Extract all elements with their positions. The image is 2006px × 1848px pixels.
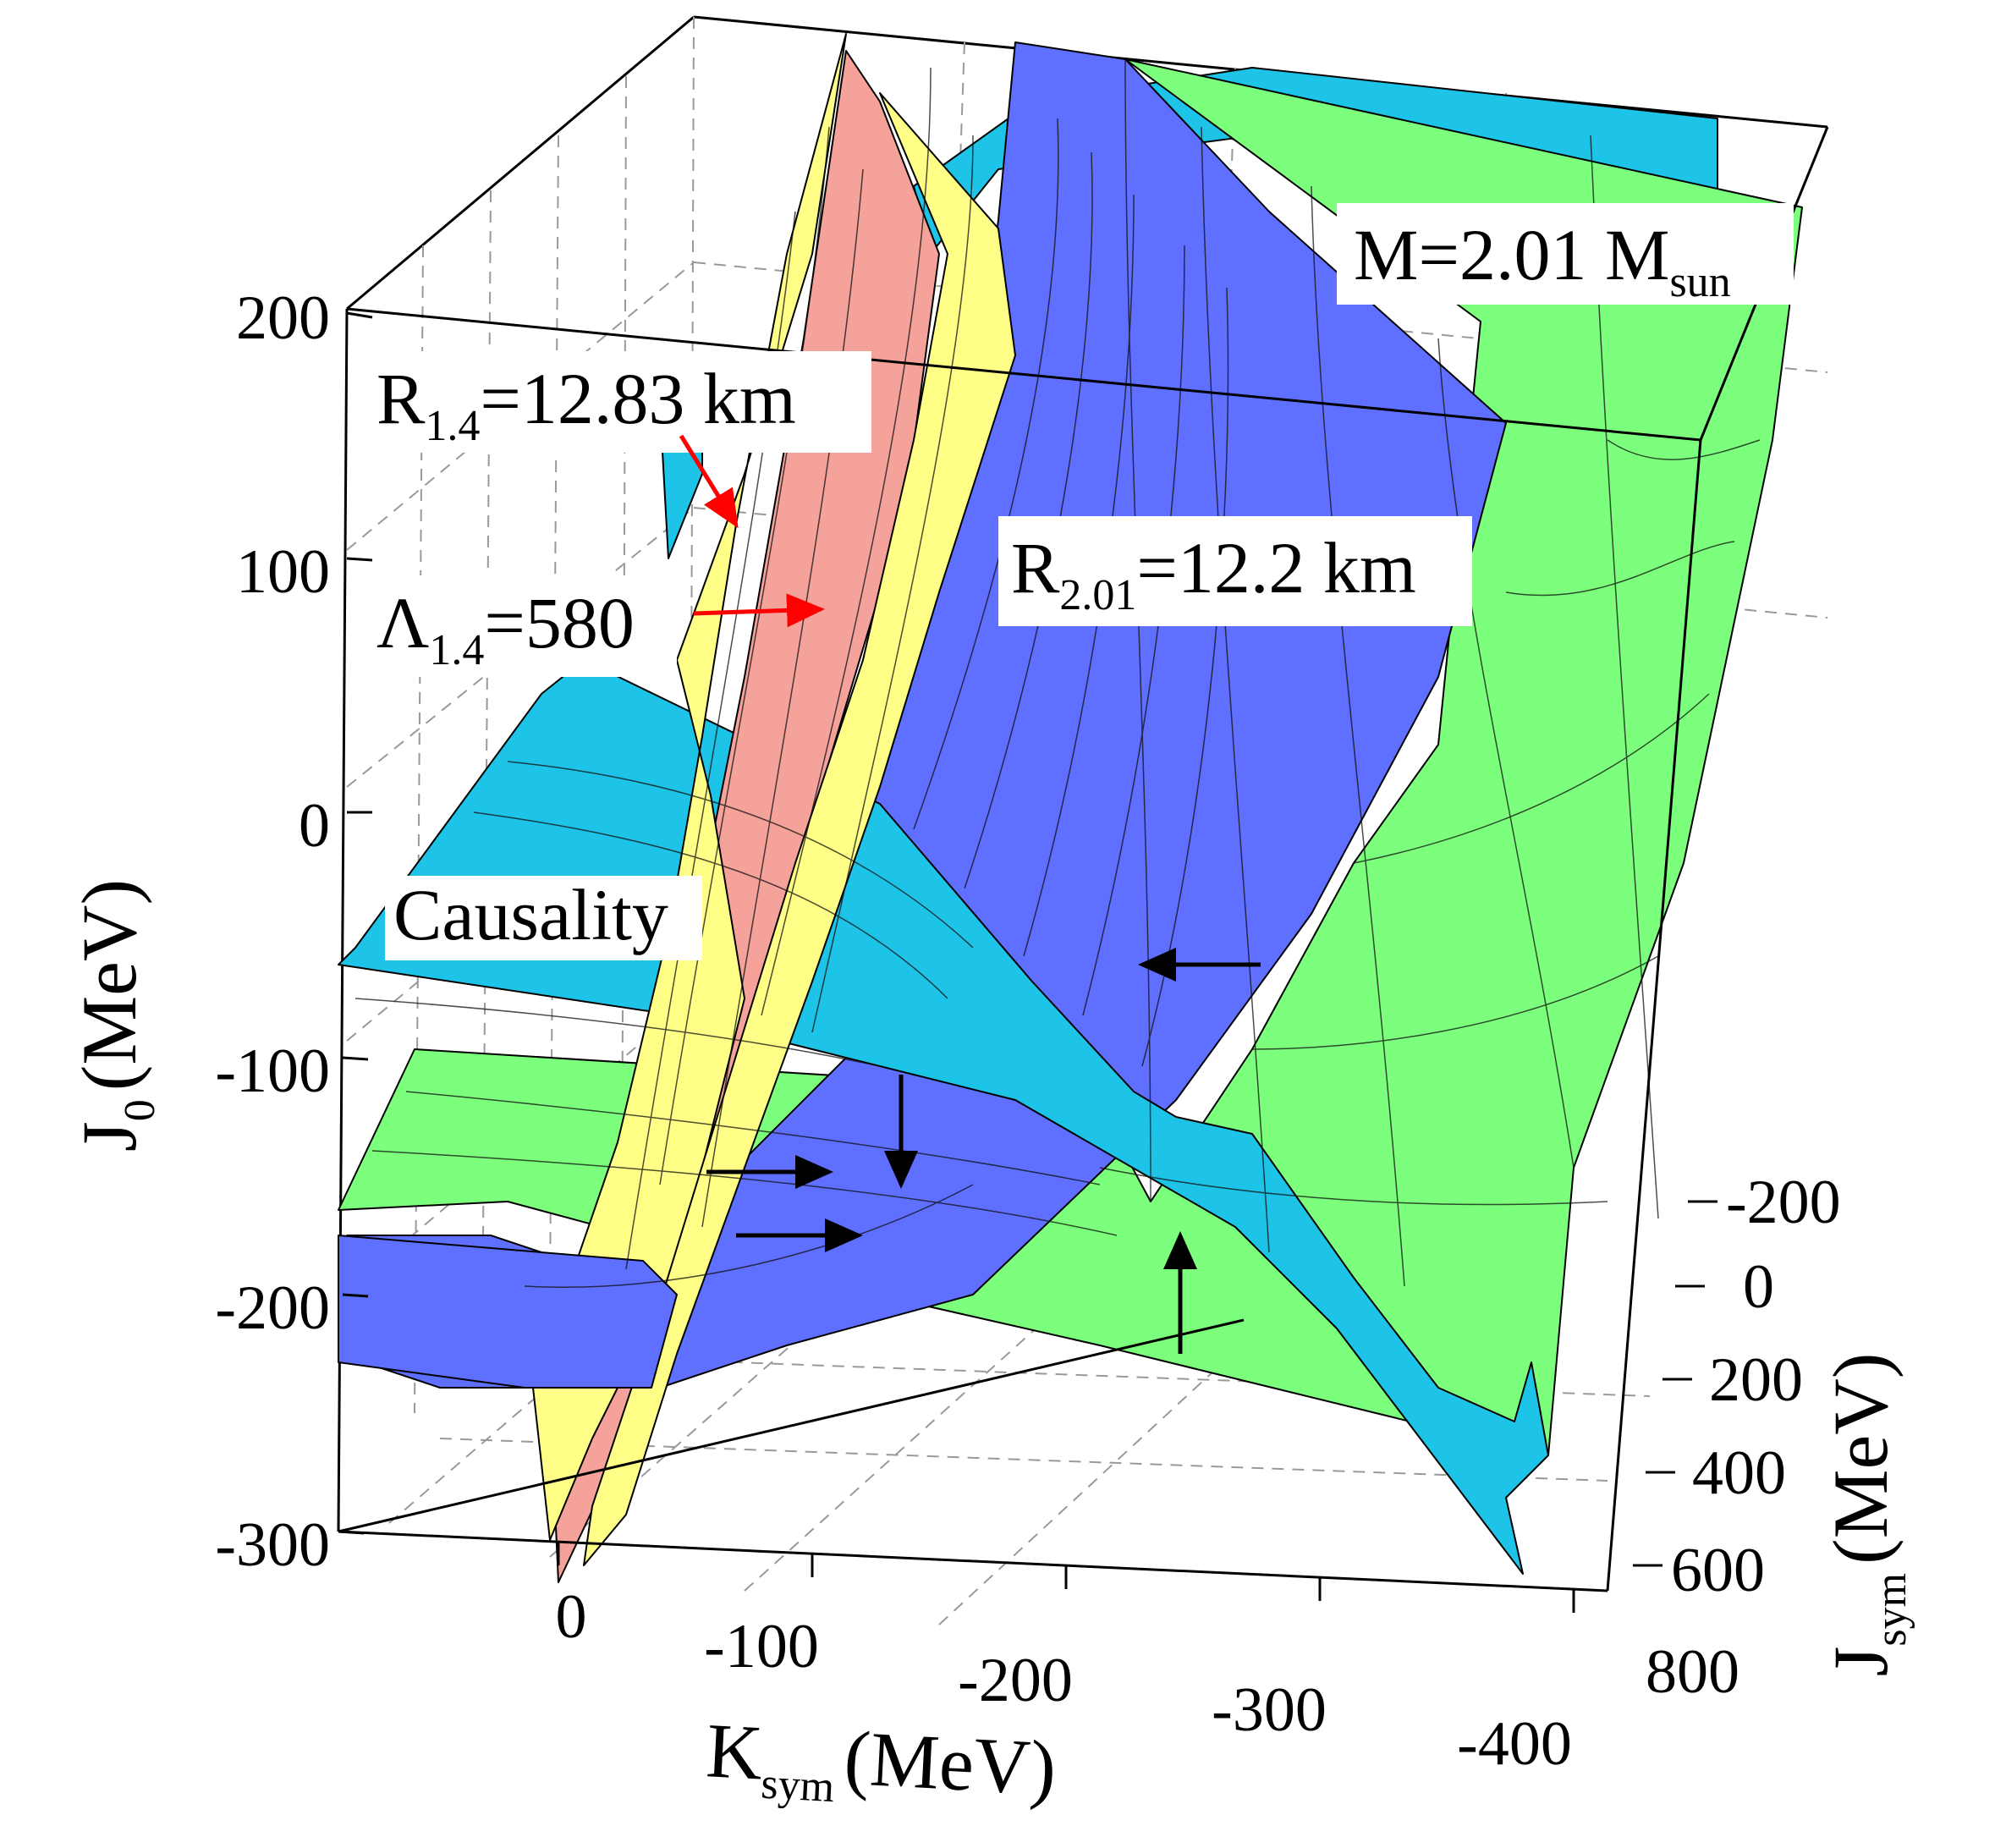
black-arrows — [706, 948, 1261, 1354]
radius-2-01-surface-lower — [338, 1235, 678, 1389]
y-tick-label: 600 — [1671, 1536, 1765, 1605]
svg-text:M=2.01 Msun: M=2.01 Msun — [1354, 214, 1731, 306]
svg-text:Causality: Causality — [393, 874, 668, 955]
z-tick-label: -100 — [215, 1037, 330, 1106]
z-tick-label: 0 — [299, 791, 330, 861]
x-tick-labels: 0 -100 -200 -300 -400 — [556, 1582, 1572, 1779]
x-tick-label: -200 — [958, 1646, 1073, 1715]
label-lambda: Λ1.4=580 — [364, 575, 677, 677]
red-arrows — [679, 434, 825, 628]
svg-text:Λ1.4=580: Λ1.4=580 — [376, 582, 635, 674]
z-tick-label: 100 — [236, 537, 330, 607]
radius-1-4-surface-right — [583, 92, 1016, 1566]
x-tick-label: 0 — [556, 1582, 587, 1652]
z-tick-label: -300 — [215, 1510, 330, 1580]
label-mass: M=2.01 Msun — [1337, 203, 1794, 306]
y-tick-label: 0 — [1743, 1252, 1774, 1322]
z-tick-label: -200 — [215, 1273, 330, 1343]
label-radius-2-01: R2.01=12.2 km — [998, 516, 1472, 626]
surface-mesh — [354, 58, 1761, 1289]
y-tick-label: -200 — [1726, 1168, 1841, 1237]
red-arrow — [679, 434, 739, 529]
y-tick-label: 800 — [1646, 1637, 1739, 1707]
label-radius-1-4: R1.4=12.83 km — [364, 351, 871, 453]
x-axis-title: Ksym(MeV) — [704, 1707, 1058, 1823]
z-axis-title: J0(MeV) — [66, 879, 164, 1152]
x-tick-label: -300 — [1212, 1675, 1327, 1745]
red-arrow — [693, 593, 825, 628]
radius-1-4-surface-left — [532, 33, 847, 1541]
label-causality: Causality — [385, 874, 702, 960]
x-tick-label: -400 — [1457, 1709, 1572, 1779]
y-tick-label: 400 — [1692, 1438, 1786, 1508]
axis-ticks — [338, 311, 1717, 1613]
y-axis-title: Jsym(MeV) — [1817, 1353, 1915, 1677]
z-tick-labels: 200 100 0 -100 -200 -300 — [215, 283, 330, 1580]
y-tick-labels: -200 0 200 400 600 800 — [1646, 1168, 1841, 1707]
y-tick-label: 200 — [1709, 1345, 1803, 1415]
x-tick-label: -100 — [704, 1612, 819, 1681]
svg-text:R1.4=12.83 km: R1.4=12.83 km — [376, 358, 796, 450]
svg-text:R2.01=12.2 km: R2.01=12.2 km — [1011, 527, 1416, 619]
z-tick-label: 200 — [236, 283, 330, 353]
